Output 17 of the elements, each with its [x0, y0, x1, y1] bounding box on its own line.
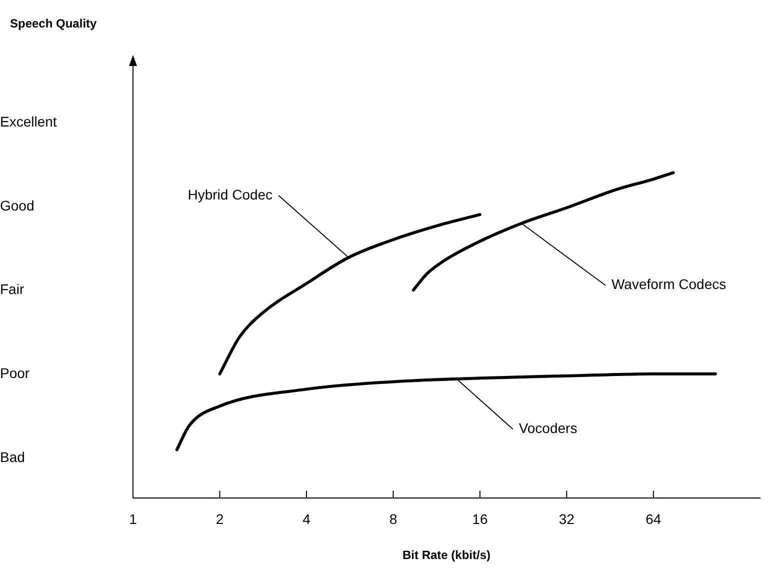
category-label: Poor [0, 365, 30, 382]
x-tick-label: 8 [389, 511, 398, 528]
x-tick-label: 64 [646, 511, 662, 528]
annotation: Waveform Codecs [611, 276, 726, 292]
x-tick-label: 1 [129, 511, 138, 528]
text: Speech Quality [10, 16, 98, 30]
category-label: Excellent [0, 113, 57, 130]
x-tick-label: 2 [216, 511, 224, 528]
category-label: Good [0, 197, 34, 214]
x-tick-label: 16 [472, 511, 488, 528]
x-tick-label: 4 [302, 511, 311, 528]
annotation: Hybrid Codec [188, 186, 273, 202]
category-label: Fair [0, 281, 24, 298]
category-label: Bad [0, 448, 25, 465]
x-axis-title: Bit Rate (kbit/s) [402, 548, 491, 562]
annotation: Vocoders [518, 420, 578, 436]
x-tick-label: 32 [558, 511, 575, 528]
